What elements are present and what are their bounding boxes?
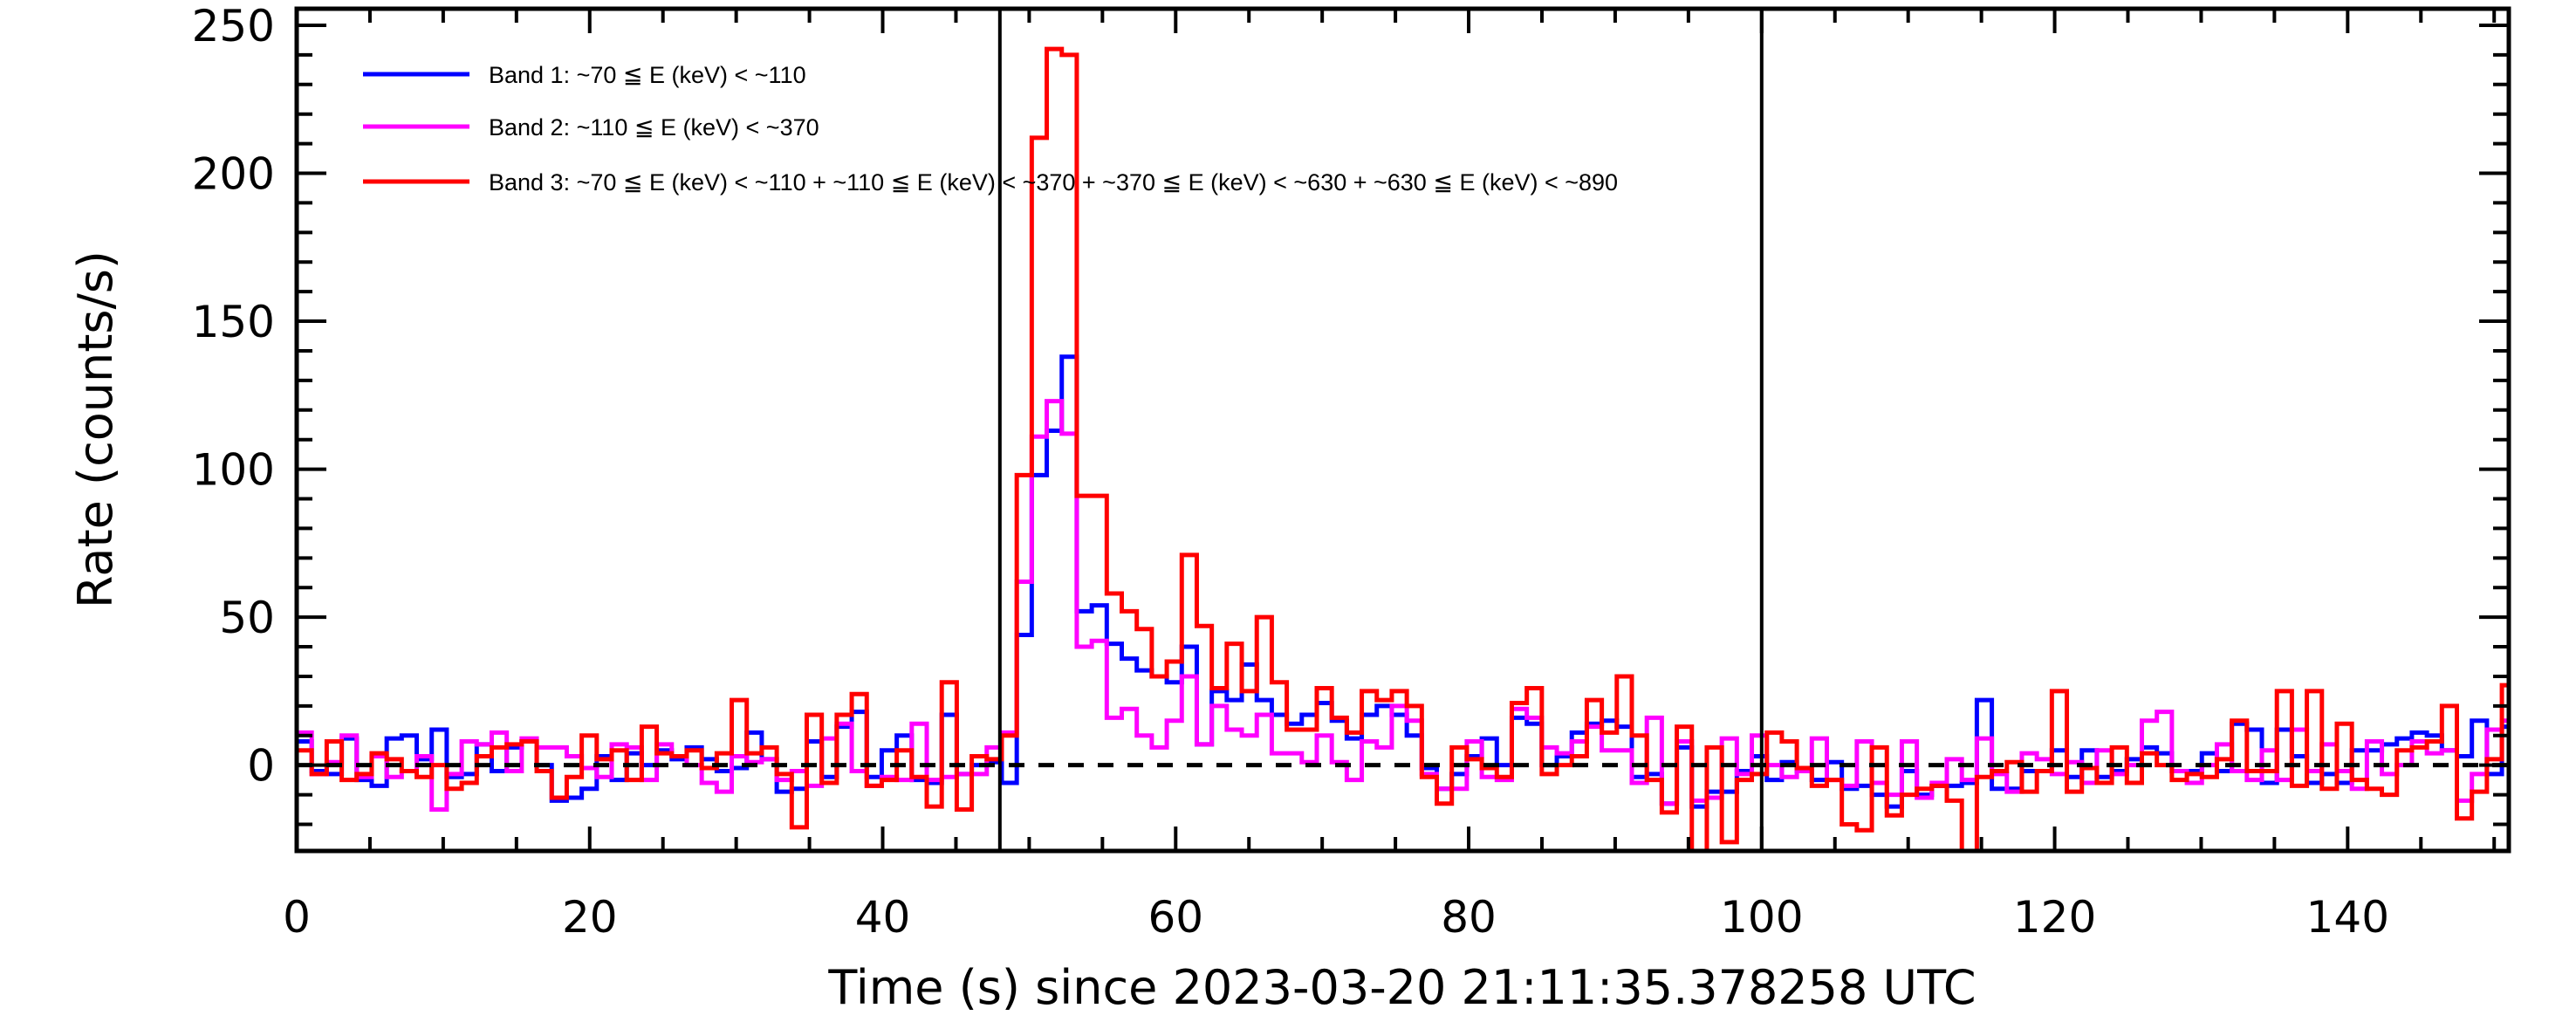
- x-tick-label: 80: [1441, 892, 1497, 943]
- y-tick-label: 0: [247, 741, 275, 792]
- y-tick-label: 200: [192, 149, 275, 200]
- series-line-band-1: [297, 354, 2509, 809]
- x-tick-label: 120: [2013, 892, 2096, 943]
- y-tick-label: 50: [219, 593, 275, 643]
- reference-layer: [297, 9, 2509, 851]
- legend-label-band-3: Band 3: ~70 ≦ E (keV) < ~110 + ~110 ≦ E …: [489, 169, 1618, 196]
- x-tick-label: 40: [855, 892, 911, 943]
- x-axis-label: Time (s) since 2023-03-20 21:11:35.37825…: [827, 960, 1976, 1015]
- y-tick-label: 100: [192, 445, 275, 496]
- x-tick-label: 20: [562, 892, 618, 943]
- tick-layer: 0 20 40 60 80 100 120 140 0 50 100 150 200 250: [192, 1, 2509, 943]
- x-tick-label: 140: [2306, 892, 2389, 943]
- plot-frame: [294, 6, 2511, 854]
- series-layer: [297, 46, 2509, 851]
- x-tick-label: 60: [1148, 892, 1203, 943]
- y-tick-label: 250: [192, 1, 275, 51]
- legend-label-band-1: Band 1: ~70 ≦ E (keV) < ~110: [489, 62, 806, 88]
- y-axis-label: Rate (counts/s): [68, 250, 123, 608]
- y-tick-label: 150: [192, 297, 275, 347]
- legend: Band 1: ~70 ≦ E (keV) < ~110 Band 2: ~110…: [363, 62, 1618, 196]
- legend-label-band-2: Band 2: ~110 ≦ E (keV) < ~370: [489, 114, 819, 141]
- x-tick-label: 0: [283, 892, 311, 943]
- x-tick-label: 100: [1720, 892, 1803, 943]
- series-line-band-2: [297, 399, 2509, 813]
- series-line-band-3: [297, 46, 2509, 851]
